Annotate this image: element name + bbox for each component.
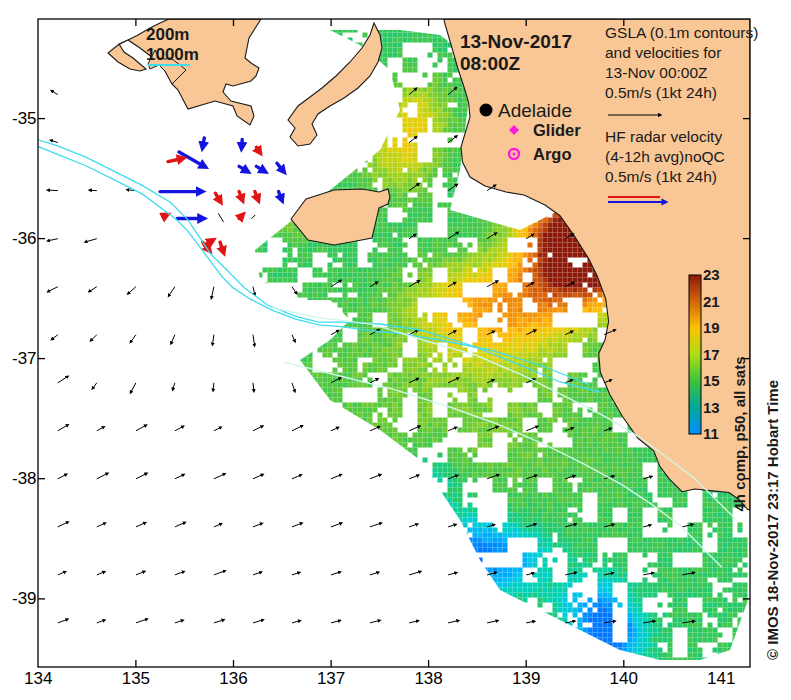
svg-text:135: 135: [122, 669, 150, 688]
svg-text:-39: -39: [12, 589, 37, 608]
svg-text:Adelaide: Adelaide: [498, 100, 572, 121]
svg-text:11: 11: [703, 425, 719, 442]
svg-text:136: 136: [219, 669, 247, 688]
svg-text:08:00Z: 08:00Z: [460, 53, 521, 74]
svg-text:21: 21: [703, 293, 720, 310]
svg-text:GSLA (0.1m contours): GSLA (0.1m contours): [605, 24, 758, 41]
svg-text:1000m: 1000m: [146, 45, 199, 64]
svg-text:0.5m/s (1kt 24h): 0.5m/s (1kt 24h): [605, 84, 717, 101]
svg-text:200m: 200m: [146, 25, 189, 44]
svg-text:13: 13: [703, 399, 720, 416]
svg-text:-37: -37: [12, 349, 37, 368]
svg-text:Argo: Argo: [533, 145, 572, 163]
svg-text:© IMOS 18-Nov-2017 23:17 Hobar: © IMOS 18-Nov-2017 23:17 Hobart Time: [764, 380, 781, 660]
svg-text:4h comp, p50, all sats: 4h comp, p50, all sats: [731, 356, 748, 511]
svg-text:HF radar velocity: HF radar velocity: [605, 128, 722, 145]
svg-text:141: 141: [707, 669, 735, 688]
svg-text:13-Nov 00:00Z: 13-Nov 00:00Z: [605, 64, 708, 81]
svg-text:-36: -36: [12, 229, 37, 248]
svg-text:Glider: Glider: [533, 121, 581, 139]
svg-text:-35: -35: [12, 109, 37, 128]
svg-text:and velocities for: and velocities for: [605, 44, 721, 61]
svg-text:23: 23: [703, 266, 720, 283]
svg-text:-38: -38: [12, 469, 37, 488]
svg-text:137: 137: [317, 669, 345, 688]
svg-text:0.5m/s (1kt 24h): 0.5m/s (1kt 24h): [605, 168, 717, 185]
svg-text:17: 17: [703, 346, 720, 363]
svg-text:(4-12h avg)noQC: (4-12h avg)noQC: [605, 148, 725, 165]
svg-text:15: 15: [703, 372, 720, 389]
svg-text:19: 19: [703, 319, 720, 336]
svg-text:140: 140: [610, 669, 638, 688]
svg-text:139: 139: [512, 669, 540, 688]
svg-text:13-Nov-2017: 13-Nov-2017: [460, 31, 572, 52]
svg-text:138: 138: [414, 669, 442, 688]
svg-text:134: 134: [24, 669, 52, 688]
